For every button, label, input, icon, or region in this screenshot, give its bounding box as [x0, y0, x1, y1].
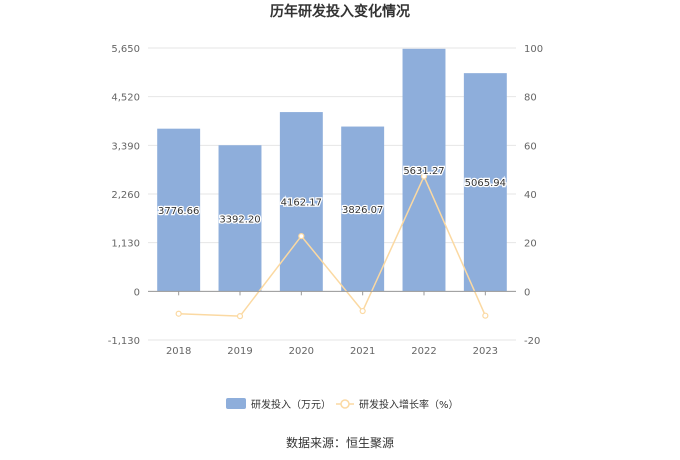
right-tick-label: 100: [524, 44, 543, 55]
bar-value-label: 4162.17: [281, 198, 322, 209]
right-tick-label: -20: [524, 336, 540, 347]
bar-value-label: 3392.20: [219, 214, 260, 225]
bar-value-label: 3826.07: [342, 205, 383, 216]
x-tick-label: 2021: [350, 346, 375, 357]
bar-2018: [157, 128, 201, 292]
legend-line-label: 研发投入增长率（%）: [359, 398, 459, 411]
axis-layer: -1,130 0 1,130 2,260 3,390 4,520 5,650 -20 0 20 40…: [108, 44, 543, 357]
growth-point-2023: [482, 312, 489, 319]
bar-2020: [279, 112, 323, 292]
growth-line: [178, 174, 487, 317]
bar-2023: [463, 73, 507, 292]
growth-point-2021: [359, 307, 366, 315]
bars-layer: [157, 48, 507, 292]
bar-value-label: 3776.66: [158, 206, 199, 217]
bar-2019: [218, 145, 262, 292]
bar-value-label: 5065.94: [465, 178, 506, 189]
x-tick-label: 2020: [289, 346, 314, 357]
left-tick-label: 1,130: [111, 239, 140, 250]
growth-point-2019: [236, 313, 244, 320]
left-tick-label: 2,260: [111, 190, 140, 201]
bar-2022: [402, 48, 446, 292]
right-tick-label: 20: [524, 239, 537, 250]
right-tick-label: 80: [524, 93, 537, 104]
growth-point-2022: [420, 173, 428, 180]
legend-bar-label: 研发投入（万元）: [251, 398, 331, 411]
left-tick-label: 5,650: [111, 44, 140, 55]
growth-point-2018: [175, 310, 182, 317]
right-tick-label: 60: [524, 141, 537, 152]
legend-line-marker: [340, 399, 350, 409]
grid-layer: [148, 47, 516, 341]
x-tick-label: 2019: [227, 346, 252, 357]
left-tick-label: 0: [134, 287, 140, 298]
bar-labels-layer: 3776.66 3392.20 4162.17 3826.07 5631.27 5065.…: [157, 165, 508, 227]
source-text: 数据来源：恒生聚源: [286, 435, 394, 450]
legend-layer: 研发投入（万元） 研发投入增长率（%）: [226, 398, 459, 411]
left-tick-label: -1,130: [108, 336, 140, 347]
left-tick-label: 3,390: [111, 141, 140, 152]
right-tick-label: 0: [524, 287, 530, 298]
bar-value-label: 5631.27: [403, 166, 444, 177]
right-tick-label: 40: [524, 190, 537, 201]
bar-2021: [341, 126, 385, 292]
left-tick-label: 4,520: [111, 93, 140, 104]
x-tick-label: 2023: [473, 346, 498, 357]
x-tick-label: 2022: [411, 346, 436, 357]
growth-point-2020: [298, 232, 305, 240]
legend-bar-swatch: [226, 398, 246, 409]
x-tick-label: 2018: [166, 346, 191, 357]
line-layer: [175, 173, 489, 320]
chart-title: 历年研发投入变化情况: [270, 3, 410, 20]
